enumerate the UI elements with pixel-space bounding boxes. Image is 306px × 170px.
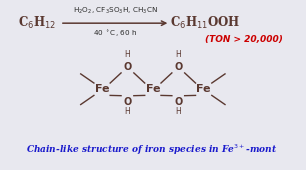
Text: O: O	[174, 97, 182, 107]
Text: H: H	[175, 50, 181, 59]
Text: H: H	[175, 107, 181, 116]
Text: H: H	[125, 50, 130, 59]
Text: (TON > 20,000): (TON > 20,000)	[205, 35, 283, 44]
Text: C$_6$H$_{11}$OOH: C$_6$H$_{11}$OOH	[170, 15, 240, 31]
Text: C$_6$H$_{12}$: C$_6$H$_{12}$	[18, 15, 56, 31]
Text: H$_2$O$_2$, CF$_3$SO$_3$H, CH$_3$CN: H$_2$O$_2$, CF$_3$SO$_3$H, CH$_3$CN	[73, 6, 158, 16]
Text: Fe: Fe	[146, 84, 160, 94]
Text: O: O	[174, 62, 182, 72]
Text: O: O	[123, 62, 132, 72]
Text: 40 $^\circ$C, 60 h: 40 $^\circ$C, 60 h	[93, 29, 137, 39]
Text: Fe: Fe	[95, 84, 109, 94]
Text: H: H	[125, 107, 130, 116]
Text: O: O	[123, 97, 132, 107]
Text: Fe: Fe	[196, 84, 211, 94]
Text: Chain-like structure of iron species in Fe$^{3+}$-mont: Chain-like structure of iron species in …	[26, 142, 277, 157]
